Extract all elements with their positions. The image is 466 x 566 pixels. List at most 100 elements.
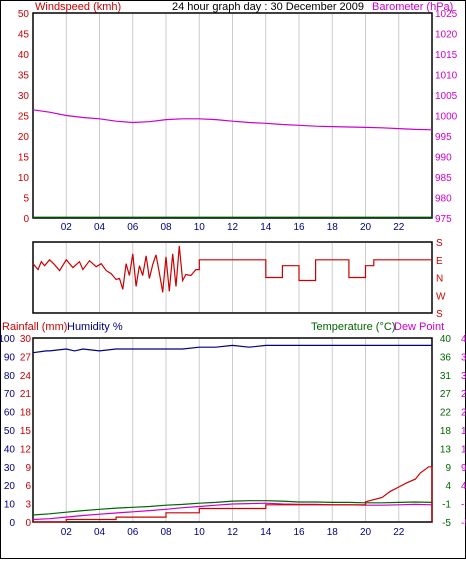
wind-direction-line bbox=[32, 245, 432, 293]
rainfall-tick-label: 3 bbox=[25, 500, 31, 511]
dewpoint-tick-label: 22 bbox=[461, 408, 466, 419]
temperature-tick-label: -5 bbox=[442, 518, 451, 529]
temperature-label: Temperature (°C) bbox=[311, 321, 395, 333]
windspeed-tick-label: 45 bbox=[18, 30, 30, 41]
windspeed-tick-label: 0 bbox=[23, 214, 29, 225]
barometer-tick-label: 985 bbox=[435, 173, 452, 184]
direction-tick-label: S bbox=[436, 309, 443, 320]
rainfall-tick-label: 18 bbox=[20, 408, 32, 419]
dewpoint-tick-label: 13 bbox=[461, 444, 466, 455]
rainfall-tick-label: 9 bbox=[25, 463, 31, 474]
x-tick-label: 04 bbox=[94, 222, 106, 233]
temperature-tick-label: 31 bbox=[440, 371, 452, 382]
rainfall-tick-label: 0 bbox=[25, 518, 31, 529]
humidity-tick-label: 100 bbox=[0, 334, 15, 345]
dewpoint-tick-label: 40 bbox=[461, 334, 466, 345]
x-tick-label: 20 bbox=[360, 527, 372, 538]
dewpoint-label: Dew Point bbox=[394, 321, 444, 333]
temperature-tick-label: 13 bbox=[440, 444, 452, 455]
dewpoint-tick-label: -5 bbox=[461, 518, 466, 529]
temperature-tick-label: 18 bbox=[440, 426, 452, 437]
graph-title: 24 hour graph day : 30 December 2009 bbox=[172, 1, 364, 13]
rainfall-tick-label: 24 bbox=[20, 371, 32, 382]
humidity-line bbox=[32, 344, 432, 354]
humidity-tick-label: 50 bbox=[4, 426, 16, 437]
rainfall-line bbox=[33, 466, 433, 523]
x-tick-label: 02 bbox=[61, 527, 73, 538]
temperature-tick-label: 4 bbox=[445, 481, 451, 492]
dewpoint-tick-label: -1 bbox=[461, 500, 466, 511]
x-tick-label: 12 bbox=[227, 527, 239, 538]
humidity-tick-label: 0 bbox=[9, 518, 15, 529]
x-tick-label: 22 bbox=[393, 527, 405, 538]
dewpoint-tick-label: 31 bbox=[461, 371, 466, 382]
dewpoint-tick-label: 18 bbox=[461, 426, 466, 437]
barometer-line bbox=[32, 109, 433, 131]
dewpoint-tick-label: 4 bbox=[461, 481, 466, 492]
temperature-tick-label: 27 bbox=[440, 389, 452, 400]
direction-tick-label: E bbox=[436, 256, 443, 267]
x-tick-label: 10 bbox=[194, 222, 206, 233]
barometer-tick-label: 990 bbox=[435, 153, 452, 164]
x-tick-label: 18 bbox=[327, 527, 339, 538]
x-tick-label: 02 bbox=[61, 222, 73, 233]
x-tick-label: 18 bbox=[327, 222, 339, 233]
windspeed-tick-label: 15 bbox=[18, 153, 30, 164]
barometer-tick-label: 975 bbox=[435, 214, 452, 225]
temperature-tick-label: -1 bbox=[442, 500, 451, 511]
temperature-tick-label: 40 bbox=[440, 334, 452, 345]
windspeed-tick-label: 20 bbox=[18, 132, 30, 143]
barometer-tick-label: 1000 bbox=[435, 112, 458, 123]
direction-tick-label: S bbox=[436, 238, 443, 249]
temperature-tick-label: 22 bbox=[440, 408, 452, 419]
x-tick-label: 08 bbox=[160, 222, 172, 233]
rainfall-tick-label: 15 bbox=[20, 426, 32, 437]
rainfall-tick-label: 27 bbox=[20, 352, 32, 363]
windspeed-tick-label: 5 bbox=[23, 194, 29, 205]
humidity-tick-label: 80 bbox=[4, 371, 16, 382]
barometer-tick-label: 1005 bbox=[435, 91, 458, 102]
windspeed-tick-label: 30 bbox=[18, 91, 30, 102]
x-tick-label: 14 bbox=[260, 527, 272, 538]
humidity-tick-label: 20 bbox=[4, 481, 16, 492]
windspeed-tick-label: 10 bbox=[18, 173, 30, 184]
barometer-tick-label: 1010 bbox=[435, 71, 458, 82]
windspeed-tick-label: 50 bbox=[18, 9, 30, 20]
dewpoint-tick-label: 27 bbox=[461, 389, 466, 400]
dewpoint-tick-label: 9 bbox=[461, 463, 466, 474]
x-tick-label: 14 bbox=[260, 222, 272, 233]
rainfall-tick-label: 30 bbox=[20, 334, 32, 345]
temperature-tick-label: 9 bbox=[445, 463, 451, 474]
humidity-tick-label: 90 bbox=[4, 352, 16, 363]
x-tick-label: 06 bbox=[127, 222, 139, 233]
barometer-tick-label: 980 bbox=[435, 194, 452, 205]
x-tick-label: 22 bbox=[393, 222, 405, 233]
panel-rain-humidity-temp: 02 04 06 08 10 12 14 16 18 20 22010203040506070809… bbox=[0, 334, 466, 538]
dewpoint-tick-label: 36 bbox=[461, 352, 466, 363]
windspeed-tick-label: 35 bbox=[18, 71, 30, 82]
humidity-tick-label: 30 bbox=[4, 463, 16, 474]
barometer-tick-label: 995 bbox=[435, 132, 452, 143]
barometer-label: Barometer (hPa) bbox=[372, 1, 453, 13]
humidity-label: Humidity % bbox=[67, 321, 123, 333]
barometer-tick-label: 1015 bbox=[435, 50, 458, 61]
rainfall-tick-label: 6 bbox=[25, 481, 31, 492]
direction-tick-label: W bbox=[436, 291, 446, 302]
x-tick-label: 06 bbox=[127, 527, 139, 538]
barometer-tick-label: 1020 bbox=[435, 30, 458, 41]
humidity-tick-label: 60 bbox=[4, 408, 16, 419]
x-tick-label: 10 bbox=[194, 527, 206, 538]
x-tick-label: 12 bbox=[227, 222, 239, 233]
humidity-tick-label: 10 bbox=[4, 500, 16, 511]
panel-wind-barometer: 02 04 06 08 10 12 14 16 18 20 22051015202530354045… bbox=[18, 9, 458, 233]
x-tick-label: 08 bbox=[160, 527, 172, 538]
barometer-tick-label: 1025 bbox=[435, 9, 458, 20]
windspeed-tick-label: 25 bbox=[18, 112, 30, 123]
windspeed-tick-label: 40 bbox=[18, 50, 30, 61]
x-tick-label: 16 bbox=[293, 222, 305, 233]
x-tick-label: 04 bbox=[94, 527, 106, 538]
x-tick-label: 20 bbox=[360, 222, 372, 233]
